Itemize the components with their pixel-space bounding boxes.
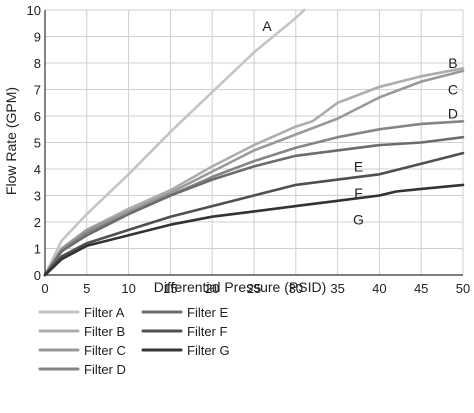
y-axis-title: Flow Rate (GPM) [3, 87, 19, 195]
y-tick-label: 5 [34, 136, 41, 151]
x-tick-label: 40 [372, 281, 386, 296]
x-tick-label: 15 [163, 281, 177, 296]
y-tick-label: 8 [34, 56, 41, 71]
series-line-filter-d [43, 120, 465, 277]
axes [44, 10, 463, 276]
x-tick-label: 0 [41, 281, 48, 296]
x-tick-label: 5 [83, 281, 90, 296]
legend-label-filter-b: Filter B [84, 324, 125, 339]
legend-label-filter-f: Filter F [187, 324, 228, 339]
series-lines [43, 8, 465, 277]
series-line-filter-g [43, 183, 465, 277]
y-tick-label: 7 [34, 83, 41, 98]
legend-label-filter-c: Filter C [84, 343, 126, 358]
legend-label-filter-d: Filter D [84, 362, 126, 377]
legend: Filter A Filter B Filter C Filter D Filter E… [38, 305, 230, 377]
series-tag-a: A [262, 18, 272, 34]
y-tick-label: 6 [34, 109, 41, 124]
series-tags: A BCD EFG [262, 18, 458, 227]
x-tick-label: 50 [456, 281, 470, 296]
series-line-filter-c [43, 69, 465, 277]
x-tick-label: 25 [247, 281, 261, 296]
x-tick-label: 45 [414, 281, 428, 296]
series-tag-f: F [354, 185, 363, 201]
y-tick-label: 3 [34, 189, 41, 204]
series-tag-d: D [448, 105, 458, 121]
series-line-filter-e [43, 135, 465, 277]
y-tick-label: 4 [34, 162, 41, 177]
legend-label-filter-a: Filter A [84, 305, 125, 320]
series-tag-g: G [353, 211, 364, 227]
x-axis-title: Differential Pressure (PSID) [154, 279, 326, 295]
legend-label-filter-g: Filter G [187, 343, 230, 358]
y-tick-label: 1 [34, 242, 41, 257]
y-tick-label: 0 [34, 268, 41, 283]
series-tag-e: E [354, 158, 363, 174]
series-tag-c: C [448, 82, 458, 98]
x-tick-label: 10 [121, 281, 135, 296]
series-line-filter-a [43, 8, 306, 277]
x-tick-label: 20 [205, 281, 219, 296]
y-tick-label: 2 [34, 215, 41, 230]
series-line-filter-f [43, 151, 465, 277]
series-tag-b: B [448, 55, 457, 71]
x-tick-label: 30 [289, 281, 303, 296]
x-tick-label: 35 [330, 281, 344, 296]
y-tick-label: 10 [27, 3, 41, 18]
legend-label-filter-e: Filter E [187, 305, 229, 320]
y-tick-label: 9 [34, 30, 41, 45]
